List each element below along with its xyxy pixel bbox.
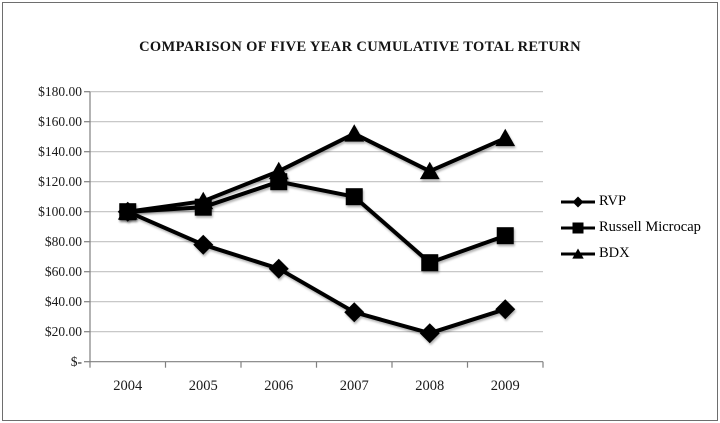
chart-title: COMPARISON OF FIVE YEAR CUMULATIVE TOTAL… <box>139 39 581 55</box>
marker-bdx-2009 <box>495 128 516 147</box>
legend-item-rvp: RVP <box>560 191 701 212</box>
marker-bdx-2007 <box>344 124 365 142</box>
marker-russell-microcap-2006 <box>270 173 288 191</box>
legend-marker-rvp <box>572 196 584 207</box>
y-axis-label-40: $40.00 <box>45 294 82 309</box>
series-rvp <box>117 201 516 344</box>
y-axis-label-80: $80.00 <box>45 234 82 249</box>
x-axis-label-2007: 2007 <box>340 378 369 394</box>
legend-triangle-icon <box>561 248 595 259</box>
legend-square-icon <box>561 222 595 233</box>
series-russell-microcap <box>119 173 514 272</box>
legend-marker-bdx <box>572 248 584 259</box>
legend-label-russell-microcap: Russell Microcap <box>599 219 701 235</box>
x-axis-label-2006: 2006 <box>264 378 293 394</box>
x-axis-label-2008: 2008 <box>415 378 444 394</box>
x-axis-label-2005: 2005 <box>189 378 218 394</box>
legend-marker-russell-microcap <box>572 222 584 233</box>
legend-item-russell-microcap: Russell Microcap <box>560 217 701 238</box>
legend-label-bdx: BDX <box>599 245 630 261</box>
y-axis-label-160: $160.00 <box>38 114 82 129</box>
legend-diamond-icon <box>561 196 595 207</box>
y-axis-label-120: $120.00 <box>38 174 82 189</box>
marker-rvp-2006 <box>268 258 289 279</box>
marker-russell-microcap-2007 <box>345 188 363 206</box>
legend-item-bdx: BDX <box>560 243 701 264</box>
marker-russell-microcap-2009 <box>496 227 514 245</box>
y-axis-label-0: $- <box>71 354 83 369</box>
marker-rvp-2005 <box>193 234 214 255</box>
legend: RVP Russell Microcap BDX <box>560 191 701 264</box>
series-line-russell-microcap <box>125 179 508 265</box>
y-axis-label-140: $140.00 <box>38 144 82 159</box>
marker-bdx-2008 <box>419 161 440 180</box>
series-line-rvp <box>125 209 508 336</box>
y-axis-label-60: $60.00 <box>45 264 82 279</box>
series-bdx <box>117 124 516 220</box>
y-axis-label-100: $100.00 <box>38 204 82 219</box>
x-axis-label-2009: 2009 <box>491 378 520 394</box>
y-axis-label-180: $180.00 <box>38 84 82 99</box>
marker-rvp-2008 <box>419 323 440 344</box>
x-axis-label-2004: 2004 <box>113 378 143 394</box>
legend-label-rvp: RVP <box>599 193 627 209</box>
marker-rvp-2007 <box>344 302 365 323</box>
marker-russell-microcap-2004 <box>119 203 137 221</box>
marker-russell-microcap-2008 <box>421 254 439 272</box>
series-line-bdx <box>125 131 508 214</box>
marker-russell-microcap-2005 <box>194 198 212 216</box>
y-axis-label-20: $20.00 <box>45 324 82 339</box>
marker-rvp-2009 <box>495 299 516 320</box>
